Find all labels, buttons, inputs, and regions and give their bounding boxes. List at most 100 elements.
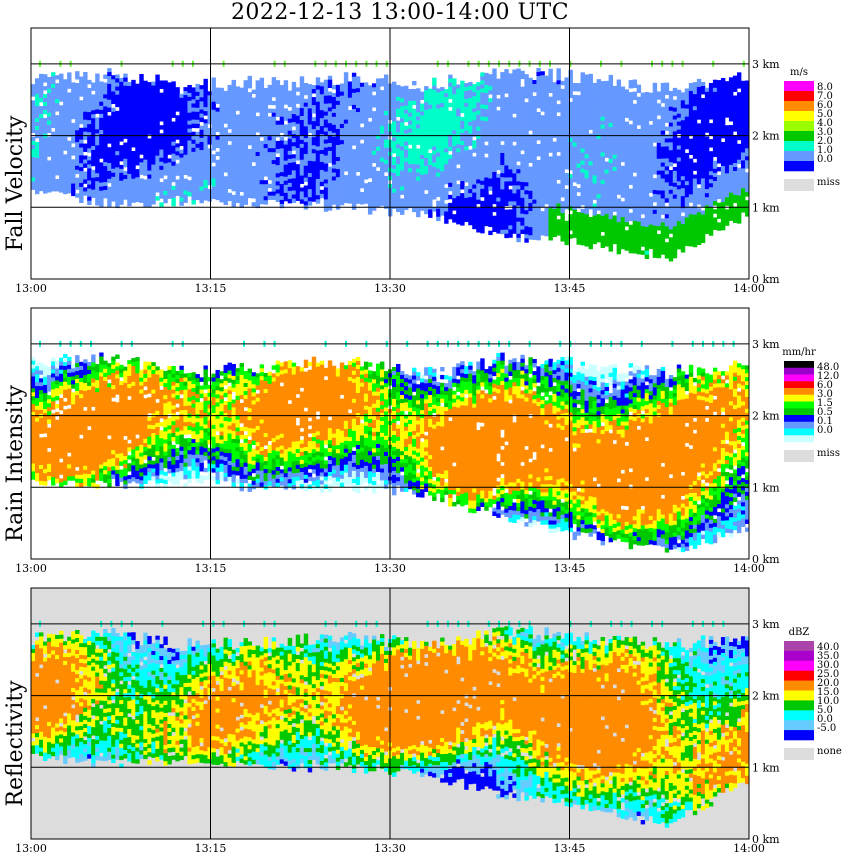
heatmap-cell [424,86,428,90]
heatmap-cell [625,162,629,166]
heatmap-cell [404,106,408,110]
heatmap-cell [560,233,564,237]
heatmap-cell [548,220,552,224]
heatmap-cell [296,124,300,128]
heatmap-cell [103,122,107,126]
heatmap-cell [103,150,107,154]
heatmap-cell [512,209,516,213]
heatmap-cell [456,188,460,192]
heatmap-cell [304,158,308,162]
heatmap-cell [99,90,103,94]
heatmap-cell [637,113,641,117]
heatmap-cell [348,122,352,126]
heatmap-cell [548,164,552,168]
heatmap-cell [617,190,621,194]
heatmap-cell [276,121,280,125]
heatmap-cell [212,110,216,114]
heatmap-cell [272,144,276,148]
heatmap-cell [613,147,617,151]
heatmap-cell [67,169,71,173]
heatmap-cell [424,98,428,102]
heatmap-cell [83,92,87,96]
heatmap-cell [524,138,528,142]
heatmap-cell [424,138,428,142]
heatmap-cell [240,188,244,192]
heatmap-cell [432,171,436,175]
heatmap-cell [248,173,252,177]
heatmap-cell [492,172,496,176]
heatmap-cell [621,221,625,225]
heatmap-cell [348,163,352,167]
heatmap-cell [585,178,589,182]
heatmap-cell [560,97,564,101]
heatmap-cell [617,155,621,159]
heatmap-cell [67,97,71,101]
heatmap-cell [524,166,528,170]
heatmap-cell [625,150,629,154]
heatmap-cell [364,123,368,127]
heatmap-cell [212,178,216,182]
heatmap-cell [512,189,516,193]
heatmap-cell [31,108,35,112]
heatmap-cell [508,165,512,169]
heatmap-cell [187,168,191,172]
heatmap-cell [59,141,63,145]
heatmap-cell [412,172,416,176]
heatmap-cell [175,191,179,195]
heatmap-cell [492,196,496,200]
heatmap-cell [268,85,272,89]
heatmap-cell [59,109,63,113]
heatmap-cell [540,147,544,151]
heatmap-cell [119,153,123,157]
heatmap-cell [143,128,147,132]
heatmap-cell [452,90,456,94]
heatmap-cell [127,190,131,194]
heatmap-cell [216,160,220,164]
heatmap-cell [500,202,504,206]
heatmap-cell [224,95,228,99]
heatmap-cell [115,78,119,82]
heatmap-cell [601,180,605,184]
heatmap-cell [376,95,380,99]
heatmap-cell [556,164,560,168]
heatmap-cell [79,77,83,81]
heatmap-cell [605,206,609,210]
heatmap-cell [203,184,207,188]
heatmap-cell [444,215,448,219]
heatmap-cell [412,140,416,144]
heatmap-cell [625,166,629,170]
heatmap-cell [312,185,316,189]
heatmap-cell [352,165,356,169]
heatmap-cell [151,93,155,97]
heatmap-cell [649,237,653,241]
heatmap-cell [344,175,348,179]
heatmap-cell [516,185,520,189]
heatmap-cell [195,104,199,108]
heatmap-cell [552,197,556,201]
heatmap-cell [236,126,240,130]
heatmap-cell [95,97,99,101]
heatmap-cell [320,166,324,170]
heatmap-cell [564,129,568,133]
heatmap-cell [79,175,83,179]
heatmap-cell [544,156,548,160]
heatmap-cell [528,98,532,102]
heatmap-cell [171,89,175,93]
heatmap-cell [376,155,380,159]
heatmap-cell [396,105,400,109]
heatmap-cell [452,170,456,174]
heatmap-cell [617,111,621,115]
heatmap-cell [308,169,312,173]
heatmap-cell [203,188,207,192]
heatmap-cell [464,166,468,170]
heatmap-cell [95,169,99,173]
heatmap-cell [324,116,328,120]
heatmap-cell [296,87,300,91]
heatmap-cell [320,182,324,186]
heatmap-cell [252,146,256,150]
heatmap-cell [372,151,376,155]
heatmap-cell [524,78,528,82]
heatmap-cell [252,154,256,158]
heatmap-cell [352,109,356,113]
heatmap-cell [308,145,312,149]
